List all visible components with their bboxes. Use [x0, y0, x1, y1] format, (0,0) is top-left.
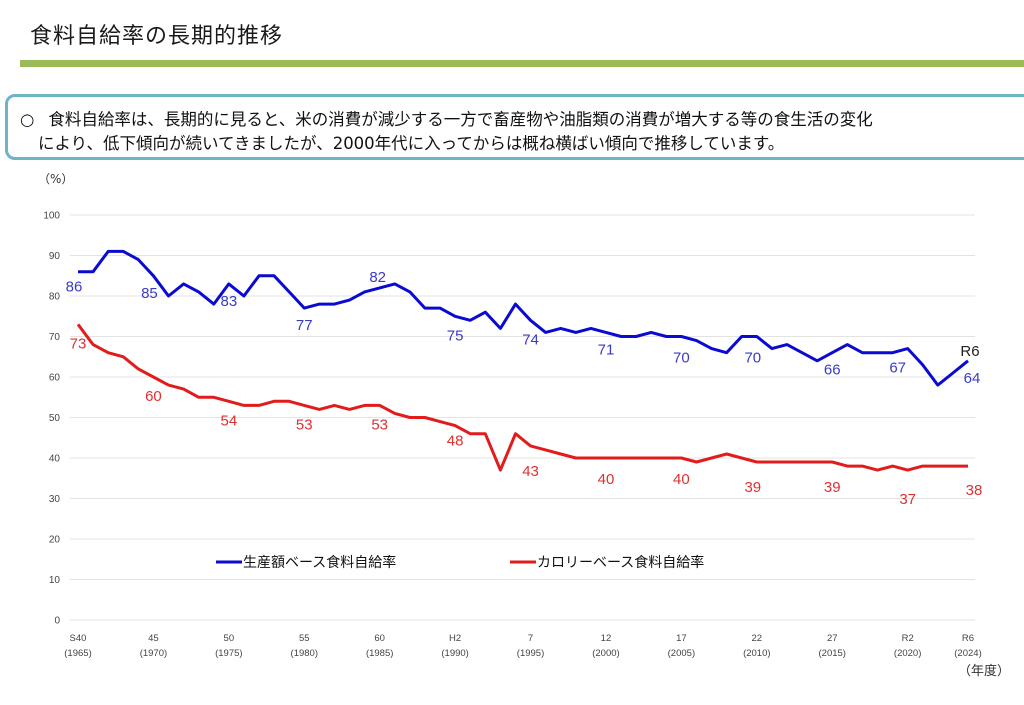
data-label: 43	[522, 463, 539, 480]
x-tick-era-label: H2	[449, 633, 461, 644]
y-tick-label: 40	[49, 454, 61, 465]
y-tick-label: 30	[49, 494, 61, 505]
y-tick-label: 20	[49, 535, 61, 546]
x-tick-year-label: (2015)	[819, 648, 846, 659]
y-tick-label: 100	[43, 211, 60, 222]
data-labels: 86 85 83 77 82 75 74 71 70 70 66 67 64 73 60 54 53 53 48 43…	[66, 269, 983, 508]
data-label: 67	[889, 360, 906, 377]
data-label: 39	[744, 479, 761, 496]
grid-lines	[70, 214, 975, 621]
data-label: 73	[70, 335, 87, 352]
data-label: 39	[824, 479, 841, 496]
x-tick-year-label: (2020)	[894, 648, 921, 659]
title-divider	[20, 60, 1024, 67]
series-line-1	[76, 323, 968, 472]
data-label: 40	[598, 471, 615, 488]
data-label: 70	[673, 350, 690, 367]
x-tick-year-label: (1990)	[441, 648, 468, 659]
legend-item-1: カロリーベース食料自給率	[510, 554, 704, 571]
y-tick-label: 10	[49, 575, 61, 586]
summary-text-1: 食料自給率は、長期的に見ると、米の消費が減少する一方で畜産物や油脂類の消費が増大…	[48, 110, 873, 129]
x-tick-year-label: (2005)	[668, 648, 695, 659]
data-label: 40	[673, 471, 690, 488]
y-axis-ticks: 0 10 20 30 40 50 60 70 80 90 100	[43, 211, 60, 627]
data-label: 38	[966, 482, 983, 499]
legend-label: カロリーベース食料自給率	[537, 554, 704, 571]
x-tick-era-label: 17	[676, 633, 687, 644]
x-tick-era-label: 12	[601, 633, 612, 644]
data-label: 82	[369, 269, 386, 286]
x-tick-year-label: (1980)	[291, 648, 318, 659]
y-tick-label: 90	[49, 251, 61, 262]
data-label: 70	[744, 350, 761, 367]
x-axis-unit-label: （年度）	[958, 664, 1011, 679]
data-label: 60	[145, 388, 162, 405]
series-lines	[76, 249, 969, 472]
series-line-0	[78, 249, 969, 387]
x-tick-year-label: (2010)	[743, 648, 770, 659]
data-label: 85	[141, 285, 158, 302]
legend: 生産額ベース食料自給率 カロリーベース食料自給率	[216, 554, 704, 571]
x-tick-era-label: 50	[224, 633, 235, 644]
annotation-label: R6	[960, 343, 979, 360]
summary-line-1: ○ 食料自給率は、長期的に見ると、米の消費が減少する一方で畜産物や油脂類の消費が増…	[20, 106, 873, 130]
x-tick-era-label: S40	[70, 633, 87, 644]
y-tick-label: 50	[49, 413, 61, 424]
data-label: 48	[447, 433, 464, 450]
summary-line-2: により、低下傾向が続いてきましたが、2000年代に入ってからは概ね横ばい傾向で推…	[38, 134, 785, 153]
data-label: 74	[522, 331, 539, 348]
x-tick-year-label: (2024)	[954, 648, 981, 659]
page-title: 食料自給率の長期的推移	[30, 24, 284, 49]
bullet-circle-icon: ○	[20, 110, 35, 129]
data-label: 75	[447, 327, 464, 344]
x-tick-era-label: 60	[374, 633, 385, 644]
data-label: 53	[296, 416, 313, 433]
x-tick-era-label: R2	[902, 633, 914, 644]
summary-box: ○ 食料自給率は、長期的に見ると、米の消費が減少する一方で畜産物や油脂類の消費が増…	[5, 94, 1024, 160]
data-label: 66	[824, 362, 841, 379]
legend-item-0: 生産額ベース食料自給率	[216, 554, 396, 571]
x-tick-year-label: (1985)	[366, 648, 393, 659]
data-label: 53	[371, 416, 388, 433]
data-label: 64	[964, 370, 981, 387]
y-tick-label: 80	[49, 292, 61, 303]
x-axis-ticks: S40 (1965) 45 (1970) 50 (1975) 55 (1980) 60 (1985…	[64, 633, 981, 659]
x-tick-era-label: 55	[299, 633, 310, 644]
legend-label: 生産額ベース食料自給率	[243, 554, 396, 571]
x-tick-year-label: (2000)	[592, 648, 619, 659]
y-tick-label: 0	[54, 616, 60, 627]
data-label: 54	[221, 412, 238, 429]
data-label: 83	[221, 293, 238, 310]
data-label: 86	[66, 279, 83, 296]
x-tick-year-label: (1970)	[140, 648, 167, 659]
y-tick-label: 70	[49, 332, 61, 343]
data-label: 37	[899, 491, 916, 508]
x-tick-year-label: (1965)	[64, 648, 91, 659]
x-tick-era-label: 27	[827, 633, 838, 644]
x-tick-era-label: R6	[962, 633, 974, 644]
x-tick-era-label: 22	[752, 633, 763, 644]
y-tick-label: 60	[49, 373, 61, 384]
x-tick-era-label: 7	[528, 633, 533, 644]
y-axis-unit-label: （%）	[38, 172, 74, 186]
x-tick-era-label: 45	[148, 633, 159, 644]
x-tick-year-label: (1995)	[517, 648, 544, 659]
data-label: 77	[296, 317, 313, 334]
data-label: 71	[598, 341, 615, 358]
x-tick-year-label: (1975)	[215, 648, 242, 659]
